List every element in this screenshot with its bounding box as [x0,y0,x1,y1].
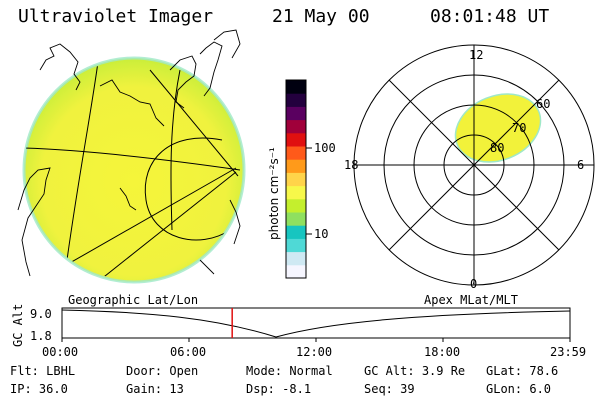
y-tick-9: 9.0 [30,307,52,321]
dsp-field: Dsp: -8.1 [246,382,312,396]
observation-date: 21 May 00 [272,6,370,27]
altitude-curve [61,309,571,338]
colorbar-cell [286,225,306,239]
colorbar-tick-100: 100 [314,141,336,155]
ip-field: IP: 36.0 [10,382,68,396]
x-tick-12: 12:00 [296,345,333,359]
glon-field: GLon: 6.0 [486,382,552,396]
colorbar-cell [286,106,306,121]
timeline-frame [61,307,571,339]
mlt-label-18: 18 [344,158,358,172]
timeline-panel: Geographic Lat/Lon Apex MLat/MLT GC Alt … [11,293,571,347]
mode-field: Mode: Normal [246,364,333,378]
colorbar-cell [286,119,306,134]
colorbar-cell [286,132,306,147]
colorbar-cell [286,251,306,266]
colorbar-tick-10: 10 [314,227,328,241]
timeline-right-title: Apex MLat/MLT [424,293,518,307]
gain-field: Gain: 13 [126,382,184,396]
timeline-left-title: Geographic Lat/Lon [68,293,198,307]
colorbar-cell [286,212,306,226]
x-tick-06: 06:00 [170,345,207,359]
x-tick-00: 00:00 [42,345,79,359]
colorbar-cell [286,238,306,253]
colorbar-cell [286,198,306,213]
lat-label-80: 80 [490,141,504,155]
x-tick-2359: 23:59 [550,345,587,359]
gc-alt-field: GC Alt: 3.9 Re [364,364,466,378]
mlt-label-6: 6 [577,158,584,172]
mlt-label-12: 12 [469,48,483,62]
colorbar: 100 10 photon cm⁻²s⁻¹ [267,79,336,279]
x-ticks [61,338,571,342]
flt-field: Flt: LBHL [10,364,76,378]
earth-disk [24,58,244,282]
door-field: Door: Open [126,364,199,378]
colorbar-cell [286,146,306,160]
colorbar-cell [286,172,306,187]
x-tick-18: 18:00 [424,345,461,359]
coastlines [17,29,241,277]
colorbar-cell [286,264,306,279]
polar-grid [354,45,594,285]
glat-field: GLat: 78.6 [486,364,559,378]
colorbar-label: photon cm⁻²s⁻¹ [267,147,281,240]
geographic-image [17,29,246,284]
lat-label-60: 60 [536,97,550,111]
seq-field: Seq: 39 [364,382,415,396]
observation-time: 08:01:48 UT [430,6,550,27]
colorbar-cell [286,93,306,107]
auroral-oval [454,93,542,163]
timeline-axis-label: GC Alt [11,304,25,347]
instrument-title: Ultraviolet Imager [18,6,214,27]
polar-plot: 12 18 6 0 60 70 80 [344,44,595,291]
y-tick-1-8: 1.8 [30,329,52,343]
colorbar-cell [286,185,306,200]
colorbar-cell [286,159,306,173]
colorbar-cell [286,80,306,94]
mlt-label-0: 0 [470,277,477,291]
lat-label-70: 70 [512,121,526,135]
